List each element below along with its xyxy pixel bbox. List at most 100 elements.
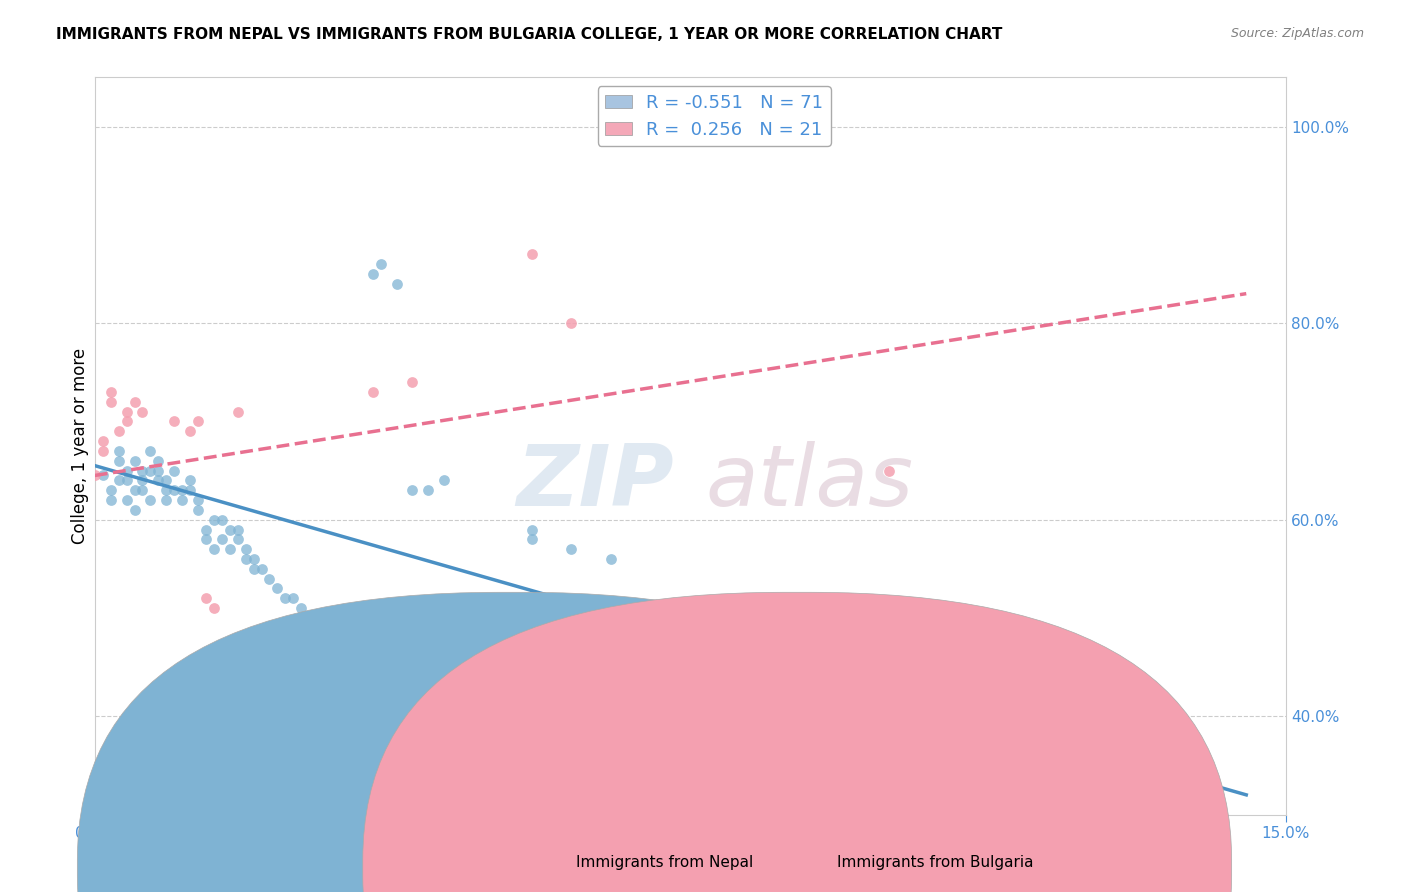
Point: [520, 523, 543, 537]
Point: [385, 277, 408, 291]
Point: [242, 562, 264, 576]
Point: [187, 503, 209, 517]
Point: [148, 454, 170, 468]
Point: [100, 394, 122, 409]
Text: ZIP: ZIP: [516, 442, 673, 524]
Point: [226, 404, 249, 418]
Point: [107, 454, 129, 468]
Point: [187, 493, 209, 508]
Y-axis label: College, 1 year or more: College, 1 year or more: [72, 348, 89, 544]
Point: [361, 267, 384, 281]
Point: [155, 493, 177, 508]
Point: [520, 247, 543, 261]
Point: [163, 414, 186, 428]
Point: [211, 513, 233, 527]
Point: [218, 523, 240, 537]
Text: Source: ZipAtlas.com: Source: ZipAtlas.com: [1230, 27, 1364, 40]
Point: [83, 468, 105, 483]
Legend: R = -0.551   N = 71, R =  0.256   N = 21: R = -0.551 N = 71, R = 0.256 N = 21: [598, 87, 831, 146]
Point: [172, 493, 194, 508]
Point: [211, 533, 233, 547]
Point: [124, 503, 146, 517]
Point: [100, 483, 122, 498]
Point: [242, 552, 264, 566]
Point: [139, 464, 162, 478]
Point: [139, 443, 162, 458]
Point: [226, 533, 249, 547]
Point: [194, 533, 217, 547]
Point: [433, 474, 456, 488]
Point: [202, 513, 225, 527]
Point: [91, 468, 114, 483]
Point: [337, 640, 360, 655]
Point: [307, 621, 329, 635]
Point: [163, 464, 186, 478]
Text: Immigrants from Nepal: Immigrants from Nepal: [576, 855, 754, 870]
Point: [155, 474, 177, 488]
Point: [124, 394, 146, 409]
Point: [163, 483, 186, 498]
Point: [155, 483, 177, 498]
Point: [877, 464, 900, 478]
Point: [194, 523, 217, 537]
Point: [107, 443, 129, 458]
Point: [418, 483, 440, 498]
Point: [100, 384, 122, 399]
Point: [148, 464, 170, 478]
Point: [202, 601, 225, 615]
Point: [131, 404, 153, 418]
Point: [520, 533, 543, 547]
Point: [600, 552, 623, 566]
Point: [298, 611, 321, 625]
Text: Immigrants from Bulgaria: Immigrants from Bulgaria: [837, 855, 1033, 870]
Point: [640, 719, 662, 733]
Point: [139, 493, 162, 508]
Point: [1036, 788, 1059, 802]
Point: [124, 454, 146, 468]
Point: [107, 424, 129, 438]
Point: [226, 523, 249, 537]
Point: [179, 424, 201, 438]
Point: [131, 464, 153, 478]
Point: [266, 582, 288, 596]
Point: [179, 483, 201, 498]
Point: [115, 493, 138, 508]
Point: [115, 414, 138, 428]
Point: [235, 542, 257, 557]
Point: [322, 631, 344, 645]
Point: [235, 552, 257, 566]
Point: [107, 474, 129, 488]
Point: [115, 464, 138, 478]
Point: [124, 483, 146, 498]
Point: [560, 316, 582, 330]
Point: [100, 493, 122, 508]
Point: [259, 572, 281, 586]
Point: [91, 443, 114, 458]
Point: [131, 483, 153, 498]
Point: [361, 384, 384, 399]
Point: [274, 591, 297, 606]
Point: [218, 542, 240, 557]
Point: [401, 483, 423, 498]
Point: [172, 483, 194, 498]
Point: [91, 434, 114, 448]
Point: [290, 601, 312, 615]
Point: [401, 375, 423, 389]
Point: [194, 591, 217, 606]
Point: [314, 631, 336, 645]
Point: [250, 562, 273, 576]
Point: [148, 474, 170, 488]
Point: [179, 474, 201, 488]
Text: atlas: atlas: [706, 442, 914, 524]
Point: [187, 414, 209, 428]
Point: [115, 474, 138, 488]
Point: [346, 650, 368, 665]
Point: [283, 591, 305, 606]
Point: [202, 542, 225, 557]
Text: IMMIGRANTS FROM NEPAL VS IMMIGRANTS FROM BULGARIA COLLEGE, 1 YEAR OR MORE CORREL: IMMIGRANTS FROM NEPAL VS IMMIGRANTS FROM…: [56, 27, 1002, 42]
Point: [115, 404, 138, 418]
Point: [560, 542, 582, 557]
Point: [370, 257, 392, 271]
Point: [131, 474, 153, 488]
Point: [799, 739, 821, 753]
